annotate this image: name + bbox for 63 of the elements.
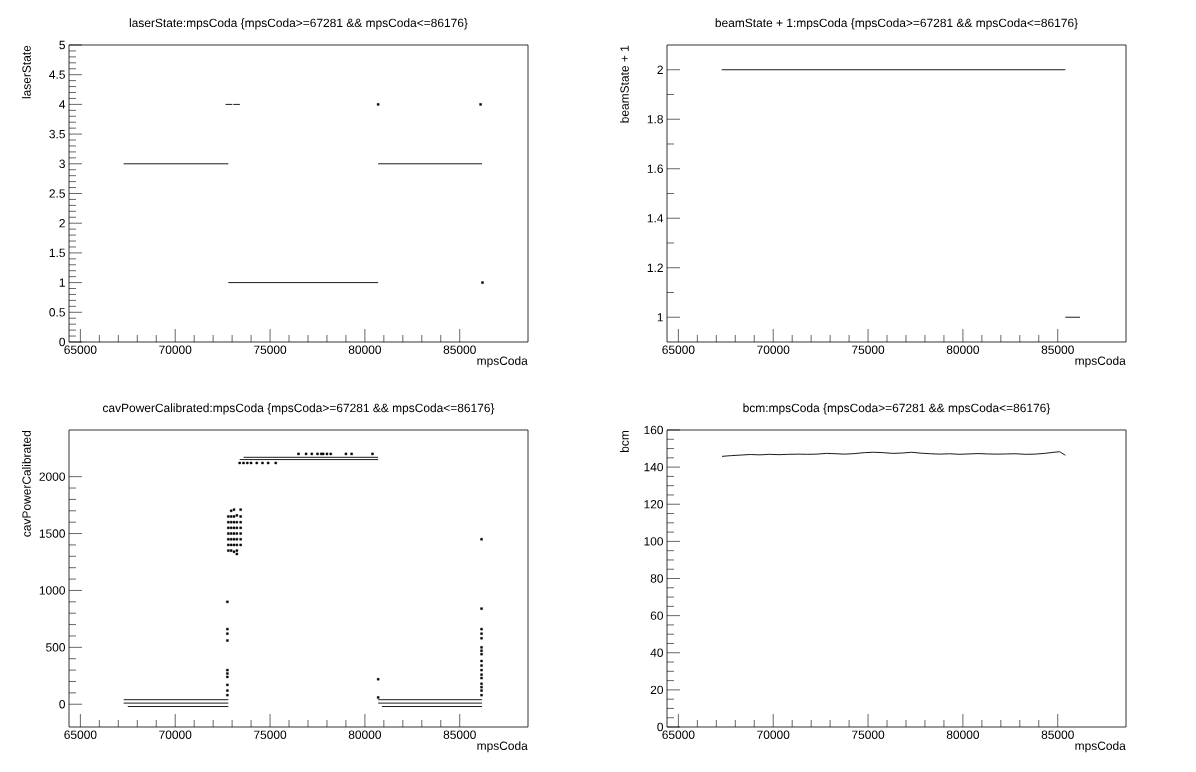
x-tick-label: 75000 <box>254 730 287 739</box>
y-tick-label: 2 <box>657 65 663 74</box>
y-tick-label: 4.5 <box>49 70 65 79</box>
x-tick-label: 80000 <box>348 730 382 739</box>
y-tick-label: 2 <box>59 219 65 228</box>
y-tick-label: 1500 <box>39 529 66 538</box>
x-tick-label: 85000 <box>1041 730 1074 739</box>
chart-title: cavPowerCalibrated:mpsCoda {mpsCoda>=67281 && mpsCoda<=86176} <box>102 403 495 415</box>
y-tick-label: 5 <box>59 40 65 50</box>
x-tick-label: 70000 <box>757 730 790 739</box>
y-tick-label: 500 <box>46 643 66 652</box>
x-tick-label: 65000 <box>662 345 695 354</box>
y-tick-label: 100 <box>644 537 664 546</box>
y-tick-label: 1.4 <box>647 214 664 223</box>
x-tick-label: 85000 <box>1041 345 1074 354</box>
x-axis-title: mpsCoda <box>1075 741 1126 753</box>
y-axis-title: cavPowerCalibrated <box>22 430 31 537</box>
x-tick-label: 70000 <box>757 345 790 354</box>
y-tick-label: 3 <box>59 159 65 169</box>
y-tick-label: 1.5 <box>49 248 65 258</box>
x-tick-label: 80000 <box>348 345 382 354</box>
x-tick-label: 75000 <box>852 345 885 354</box>
y-tick-label: 0 <box>657 722 664 732</box>
chart-title: bcm:mpsCoda {mpsCoda>=67281 && mpsCoda<=86176} <box>743 403 1051 415</box>
y-tick-label: 1.6 <box>647 164 663 173</box>
y-tick-label: 1.8 <box>647 115 663 124</box>
y-tick-label: 1 <box>59 278 65 287</box>
y-axis-title: bcm <box>620 430 629 453</box>
x-axis-title: mpsCoda <box>477 356 528 368</box>
y-tick-label: 0 <box>59 700 66 709</box>
y-tick-label: 4 <box>59 100 66 109</box>
y-tick-label: 3.5 <box>49 129 65 139</box>
x-tick-label: 65000 <box>64 730 97 739</box>
x-tick-label: 75000 <box>254 345 287 354</box>
y-tick-label: 2000 <box>39 472 66 481</box>
y-tick-label: 2.5 <box>49 189 65 198</box>
x-tick-label: 70000 <box>159 345 192 354</box>
y-tick-label: 1.2 <box>647 263 663 272</box>
y-tick-label: 20 <box>650 685 664 695</box>
x-tick-label: 65000 <box>64 345 97 354</box>
x-tick-label: 85000 <box>443 730 476 739</box>
y-tick-label: 60 <box>650 611 664 620</box>
y-tick-label: 40 <box>650 648 664 657</box>
x-axis-title: mpsCoda <box>477 741 528 753</box>
y-tick-label: 120 <box>644 500 664 509</box>
y-tick-label: 1 <box>657 313 663 322</box>
x-tick-label: 85000 <box>443 345 476 354</box>
chart-title: laserState:mpsCoda {mpsCoda>=67281 && mpsCoda<=86176} <box>129 18 468 30</box>
y-tick-label: 80 <box>650 574 664 583</box>
x-axis-title: mpsCoda <box>1075 356 1126 368</box>
y-tick-label: 1000 <box>39 586 66 595</box>
x-tick-label: 80000 <box>946 345 980 354</box>
x-tick-label: 70000 <box>159 730 192 739</box>
y-axis-title: beamState + 1 <box>620 45 629 123</box>
x-tick-label: 65000 <box>662 730 695 739</box>
x-tick-label: 80000 <box>946 730 980 739</box>
x-tick-label: 75000 <box>852 730 885 739</box>
y-tick-label: 0.5 <box>49 308 65 317</box>
y-tick-label: 160 <box>644 425 664 435</box>
chart-title: beamState + 1:mpsCoda {mpsCoda>=67281 && mpsCoda<=86176} <box>715 18 1078 30</box>
y-axis-title: laserState <box>22 45 31 99</box>
y-tick-label: 140 <box>644 462 664 472</box>
y-tick-label: 0 <box>59 337 66 347</box>
